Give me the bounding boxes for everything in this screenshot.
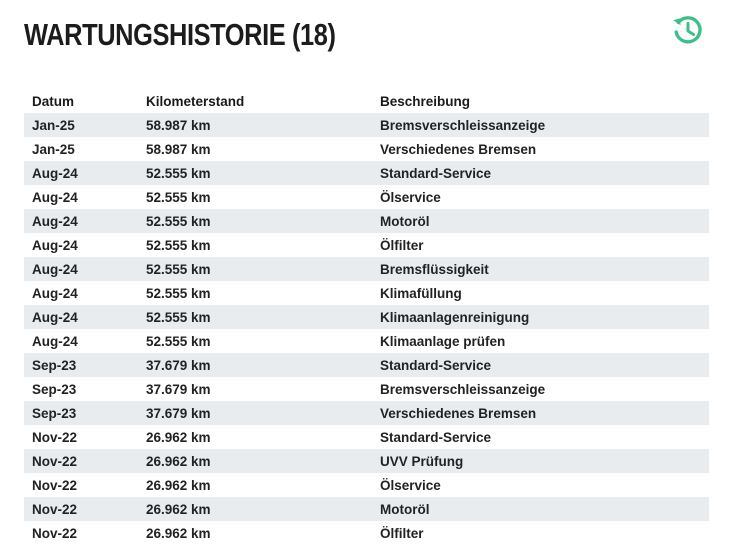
row-km: 26.962 km	[146, 501, 211, 517]
row-description: Motoröl	[380, 213, 430, 229]
maintenance-table: Datum Kilometerstand Beschreibung Jan-25…	[24, 89, 709, 545]
header-km: Kilometerstand	[146, 93, 245, 109]
table-row: Nov-22 26.962 km Ölfilter	[24, 521, 709, 545]
row-date: Jan-25	[32, 141, 75, 157]
table-row: Nov-22 26.962 km Ölservice	[24, 473, 709, 497]
row-description: Ölfilter	[380, 237, 424, 253]
row-km: 52.555 km	[146, 165, 211, 181]
row-description: Standard-Service	[380, 357, 492, 373]
page-title: WARTUNGSHISTORIE (18)	[24, 17, 336, 52]
row-date: Aug-24	[32, 237, 78, 253]
row-date: Nov-22	[32, 525, 78, 541]
table-row: Nov-22 26.962 km UVV Prüfung	[24, 449, 709, 473]
table-row: Sep-23 37.679 km Standard-Service	[24, 353, 709, 377]
row-date: Sep-23	[32, 381, 77, 397]
row-description: Klimaanlage prüfen	[380, 333, 506, 349]
row-km: 37.679 km	[146, 357, 211, 373]
row-date: Aug-24	[32, 261, 78, 277]
row-date: Nov-22	[32, 477, 78, 493]
row-km: 52.555 km	[146, 213, 211, 229]
row-description: Bremsverschleissanzeige	[380, 117, 546, 133]
row-km: 26.962 km	[146, 525, 211, 541]
row-description: Bremsverschleissanzeige	[380, 381, 546, 397]
row-km: 52.555 km	[146, 189, 211, 205]
row-date: Sep-23	[32, 405, 77, 421]
row-date: Nov-22	[32, 453, 78, 469]
row-date: Aug-24	[32, 333, 78, 349]
table-row: Sep-23 37.679 km Bremsverschleissanzeige	[24, 377, 709, 401]
row-km: 58.987 km	[146, 141, 211, 157]
row-km: 52.555 km	[146, 285, 211, 301]
row-km: 37.679 km	[146, 381, 211, 397]
row-date: Aug-24	[32, 165, 78, 181]
table-body: Jan-25 58.987 km Bremsverschleissanzeige Ja…	[24, 113, 709, 545]
row-description: Ölservice	[380, 477, 441, 493]
row-description: Motoröl	[380, 501, 430, 517]
table-row: Aug-24 52.555 km Standard-Service	[24, 161, 709, 185]
header-date: Datum	[32, 93, 75, 109]
row-description: Verschiedenes Bremsen	[380, 405, 537, 421]
table-row: Nov-22 26.962 km Motoröl	[24, 497, 709, 521]
table-row: Aug-24 52.555 km Motoröl	[24, 209, 709, 233]
row-description: Standard-Service	[380, 429, 492, 445]
table-row: Aug-24 52.555 km Klimaanlage prüfen	[24, 329, 709, 353]
row-date: Aug-24	[32, 285, 78, 301]
table-row: Aug-24 52.555 km Klimaanlagenreinigung	[24, 305, 709, 329]
row-date: Nov-22	[32, 429, 78, 445]
table-row: Sep-23 37.679 km Verschiedenes Bremsen	[24, 401, 709, 425]
table-row: Jan-25 58.987 km Bremsverschleissanzeige	[24, 113, 709, 137]
row-date: Sep-23	[32, 357, 77, 373]
row-description: Ölservice	[380, 189, 441, 205]
row-km: 26.962 km	[146, 429, 211, 445]
row-km: 52.555 km	[146, 333, 211, 349]
row-date: Nov-22	[32, 501, 78, 517]
row-description: Standard-Service	[380, 165, 492, 181]
table-header-row: Datum Kilometerstand Beschreibung	[24, 89, 709, 113]
row-km: 52.555 km	[146, 261, 211, 277]
row-description: UVV Prüfung	[380, 453, 464, 469]
row-description: Klimafüllung	[380, 285, 462, 301]
header-description: Beschreibung	[380, 93, 471, 109]
table-row: Aug-24 52.555 km Klimafüllung	[24, 281, 709, 305]
row-km: 58.987 km	[146, 117, 211, 133]
table-row: Jan-25 58.987 km Verschiedenes Bremsen	[24, 137, 709, 161]
row-km: 52.555 km	[146, 237, 211, 253]
table-row: Aug-24 52.555 km Ölservice	[24, 185, 709, 209]
table-row: Aug-24 52.555 km Bremsflüssigkeit	[24, 257, 709, 281]
history-icon[interactable]	[670, 12, 706, 48]
row-description: Verschiedenes Bremsen	[380, 141, 537, 157]
row-date: Jan-25	[32, 117, 75, 133]
row-date: Aug-24	[32, 189, 78, 205]
row-km: 37.679 km	[146, 405, 211, 421]
row-description: Klimaanlagenreinigung	[380, 309, 530, 325]
row-km: 26.962 km	[146, 477, 211, 493]
row-description: Ölfilter	[380, 525, 424, 541]
table-row: Aug-24 52.555 km Ölfilter	[24, 233, 709, 257]
row-description: Bremsflüssigkeit	[380, 261, 489, 277]
table-row: Nov-22 26.962 km Standard-Service	[24, 425, 709, 449]
row-date: Aug-24	[32, 309, 78, 325]
row-date: Aug-24	[32, 213, 78, 229]
row-km: 26.962 km	[146, 453, 211, 469]
row-km: 52.555 km	[146, 309, 211, 325]
